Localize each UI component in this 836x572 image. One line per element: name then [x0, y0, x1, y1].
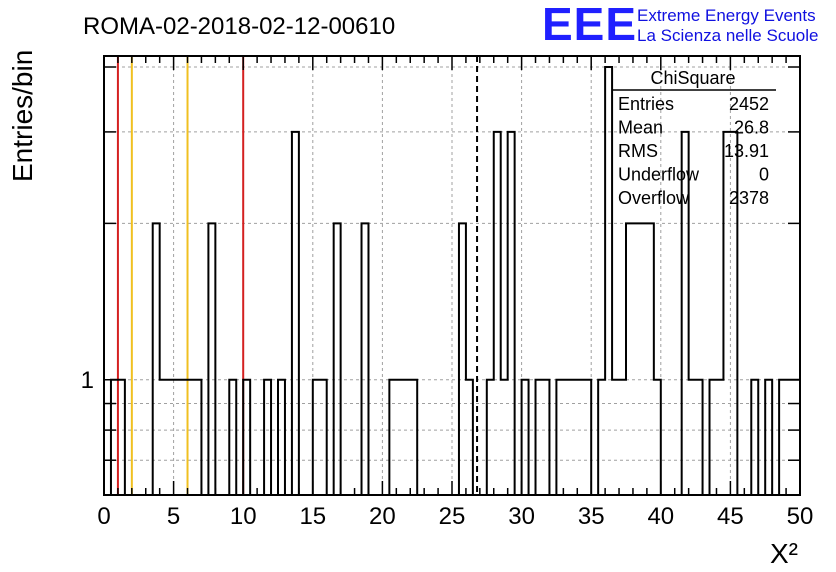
histogram-bin — [160, 380, 167, 495]
histogram-bin — [730, 132, 737, 495]
histogram-bin — [320, 380, 327, 495]
histogram-bin — [619, 380, 626, 495]
histogram-bin — [570, 380, 577, 495]
histogram-bin — [751, 380, 758, 495]
histogram-bin — [716, 380, 723, 495]
histogram-bin — [396, 380, 403, 495]
histogram-bin — [563, 380, 570, 495]
x-tick-label: 35 — [578, 503, 605, 530]
histogram-bin — [466, 380, 473, 495]
stats-title: ChiSquare — [650, 68, 735, 88]
stats-row-value: 26.8 — [734, 118, 769, 138]
histogram-bin — [696, 380, 703, 495]
histogram-bin — [584, 380, 591, 495]
histogram-bin — [208, 223, 215, 495]
x-tick-label: 25 — [439, 503, 466, 530]
histogram-bin — [111, 380, 118, 495]
histogram-bin — [410, 380, 417, 495]
histogram-bin — [313, 380, 320, 495]
histogram-bin — [710, 380, 717, 495]
x-tick-label: 15 — [299, 503, 326, 530]
histogram-bin — [612, 380, 619, 495]
x-tick-label: 10 — [230, 503, 257, 530]
stats-box: ChiSquare Entries 2452 Mean 26.8 RMS 13.91 Und… — [612, 68, 776, 208]
y-axis-title: Entries/bin — [7, 50, 38, 182]
histogram-bin — [598, 380, 605, 495]
x-tick-label: 45 — [717, 503, 744, 530]
x-tick-labels: 0 5 10 15 20 25 30 35 40 45 50 — [97, 503, 813, 530]
histogram-bin — [459, 223, 466, 495]
histogram-bin — [334, 223, 341, 495]
stats-row-label: RMS — [618, 141, 658, 161]
histogram-bin — [403, 380, 410, 495]
histogram-bin — [508, 132, 515, 495]
grid — [104, 56, 800, 495]
histogram-bin — [556, 380, 563, 495]
stats-row-label: Entries — [618, 94, 674, 114]
histogram-bin — [633, 223, 640, 495]
eee-logo: EEE Extreme Energy Events La Scienza nel… — [542, 0, 818, 50]
histogram-bin — [723, 132, 730, 495]
logo-line-2: La Scienza nelle Scuole — [637, 26, 818, 45]
histogram-bin — [229, 380, 236, 495]
histogram-bin — [689, 380, 696, 495]
x-tick-label: 0 — [97, 503, 110, 530]
histogram-bin — [542, 380, 549, 495]
histogram-bin — [647, 223, 654, 495]
histogram-bin — [174, 380, 181, 495]
stats-row-label: Underflow — [618, 165, 700, 185]
x-tick-label: 5 — [167, 503, 180, 530]
histogram-bin — [779, 380, 786, 495]
histogram-bins — [109, 66, 801, 495]
histogram-bin — [501, 380, 508, 495]
histogram-bin — [153, 223, 160, 495]
histogram-bin — [292, 132, 299, 495]
histogram-bin — [682, 132, 689, 495]
run-title: ROMA-02-2018-02-12-00610 — [83, 13, 395, 40]
histogram-bin — [626, 223, 633, 495]
logo-mark: EEE — [542, 0, 637, 50]
stats-row-value: 2378 — [729, 188, 769, 208]
logo-line-1: Extreme Energy Events — [637, 6, 816, 25]
x-tick-label: 30 — [508, 503, 535, 530]
histogram-bin — [786, 380, 793, 495]
y-tick-labels: 1 — [81, 367, 94, 394]
histogram-bin — [654, 380, 661, 495]
histogram-bin — [536, 380, 543, 495]
x-axis-title: X² — [770, 538, 798, 569]
histogram-bin — [389, 380, 396, 495]
histogram-bin — [494, 132, 501, 495]
stats-row-value: 2452 — [729, 94, 769, 114]
histogram-bin — [167, 380, 174, 495]
histogram-bin — [793, 380, 800, 495]
histogram-bin — [487, 380, 494, 495]
histogram-bin — [765, 380, 772, 495]
x-tick-label: 20 — [369, 503, 396, 530]
stats-row-value: 0 — [759, 165, 769, 185]
histogram-bin — [362, 223, 369, 495]
x-tick-label: 50 — [787, 503, 814, 530]
y-tick-label: 1 — [81, 367, 94, 394]
histogram-bin — [181, 380, 188, 495]
histogram-bin — [605, 67, 612, 495]
histogram-bin — [194, 380, 201, 495]
histogram-bin — [264, 380, 271, 495]
stats-row-value: 13.91 — [724, 141, 769, 161]
stats-row-label: Overflow — [618, 188, 690, 208]
histogram-bin — [522, 380, 529, 495]
histogram-bin — [243, 380, 250, 495]
x-tick-label: 40 — [647, 503, 674, 530]
histogram-bin — [188, 380, 195, 495]
stats-row-label: Mean — [618, 118, 663, 138]
histogram-bin — [577, 380, 584, 495]
histogram-bin — [278, 380, 285, 495]
histogram-bin — [640, 223, 647, 495]
axis-ticks — [103, 56, 801, 495]
histogram-bin — [118, 380, 125, 495]
